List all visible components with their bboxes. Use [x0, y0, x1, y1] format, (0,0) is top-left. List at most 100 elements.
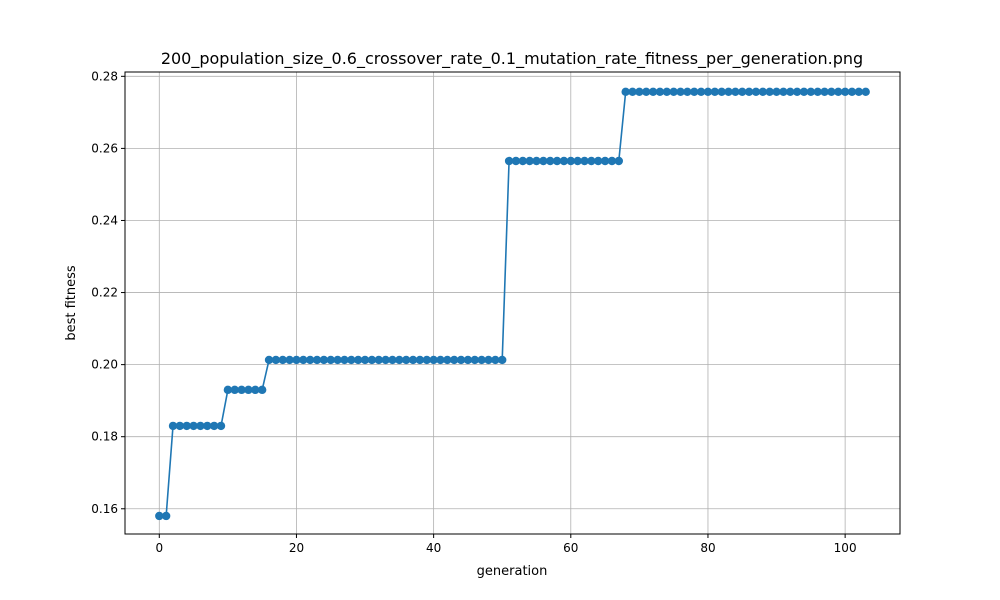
data-point — [580, 156, 589, 166]
data-point — [360, 355, 370, 365]
data-point — [635, 87, 644, 97]
data-point — [374, 355, 383, 365]
data-point — [820, 87, 829, 97]
plot-area — [125, 72, 900, 534]
data-point — [395, 355, 404, 365]
data-point — [216, 421, 226, 431]
x-tick-label: 20 — [289, 541, 304, 555]
data-point — [230, 385, 239, 395]
data-point — [840, 87, 850, 97]
y-tick-label: 0.16 — [91, 502, 118, 516]
data-point — [669, 87, 678, 97]
data-point — [436, 355, 445, 365]
data-point — [731, 87, 740, 97]
data-point — [175, 421, 185, 431]
x-tick-label: 60 — [563, 541, 578, 555]
data-point — [792, 87, 802, 97]
data-point — [758, 87, 768, 97]
chart-title: 200_population_size_0.6_crossover_rate_0… — [161, 49, 863, 69]
data-point — [683, 87, 692, 97]
data-point — [642, 87, 651, 97]
data-point — [285, 355, 294, 365]
data-point — [251, 385, 260, 395]
data-point — [847, 87, 857, 97]
data-point — [470, 355, 479, 365]
data-point — [552, 156, 562, 166]
data-point — [463, 355, 473, 365]
data-point — [772, 87, 781, 97]
data-point — [326, 355, 335, 365]
data-point — [429, 355, 438, 365]
data-point — [305, 355, 315, 365]
y-axis-ticks: 0.16 0.18 0.20 0.22 0.24 0.26 0.28 — [91, 69, 125, 516]
data-point — [813, 87, 822, 97]
y-tick-label: 0.26 — [91, 141, 118, 155]
y-axis-label: best fitness — [64, 265, 79, 341]
data-point — [751, 87, 761, 97]
data-point — [676, 87, 685, 97]
data-point — [710, 87, 720, 97]
series-group — [155, 87, 870, 521]
data-point — [690, 87, 699, 97]
data-point — [628, 87, 637, 97]
data-point — [319, 355, 329, 365]
data-point — [264, 355, 274, 365]
data-point — [347, 355, 356, 365]
data-point — [196, 421, 205, 431]
y-tick-label: 0.22 — [91, 286, 118, 300]
data-point — [525, 156, 534, 166]
x-tick-label: 0 — [155, 541, 163, 555]
data-point — [594, 156, 603, 166]
data-point — [696, 87, 706, 97]
data-point — [278, 355, 287, 365]
data-point — [161, 511, 171, 521]
data-point — [587, 156, 596, 166]
data-point — [189, 421, 198, 431]
data-point — [477, 355, 486, 365]
data-point — [861, 87, 870, 97]
plot-frame — [124, 71, 901, 535]
data-point — [340, 355, 349, 365]
data-point — [854, 87, 864, 97]
x-axis-ticks: 0 20 40 60 80 100 — [155, 534, 857, 555]
data-point — [333, 355, 342, 365]
data-point — [744, 87, 754, 97]
data-point — [799, 87, 809, 97]
data-point — [408, 355, 418, 365]
data-point — [765, 87, 774, 97]
data-point — [724, 87, 733, 97]
data-point — [456, 355, 466, 365]
data-point — [539, 156, 548, 166]
data-point — [491, 355, 500, 365]
data-point — [655, 87, 665, 97]
data-point — [827, 87, 836, 97]
data-point — [566, 156, 575, 166]
data-point — [155, 511, 164, 521]
data-point — [600, 156, 610, 166]
data-point — [401, 355, 411, 365]
data-point — [504, 156, 514, 166]
data-point — [648, 87, 658, 97]
data-point — [532, 156, 541, 166]
data-point — [443, 355, 452, 365]
data-point — [621, 87, 630, 97]
data-point — [292, 355, 301, 365]
data-point — [312, 355, 322, 365]
data-point — [450, 355, 459, 365]
data-point — [299, 355, 308, 365]
data-point — [614, 156, 624, 166]
data-point — [703, 87, 713, 97]
data-point — [662, 87, 672, 97]
data-point — [415, 355, 425, 365]
data-point — [203, 421, 212, 431]
data-point — [237, 385, 246, 395]
data-point — [573, 156, 582, 166]
data-point — [834, 87, 843, 97]
data-point — [244, 385, 253, 395]
data-point — [381, 355, 390, 365]
x-tick-label: 40 — [426, 541, 441, 555]
data-point — [786, 87, 795, 97]
data-point — [271, 355, 281, 365]
y-tick-label: 0.28 — [91, 69, 118, 83]
